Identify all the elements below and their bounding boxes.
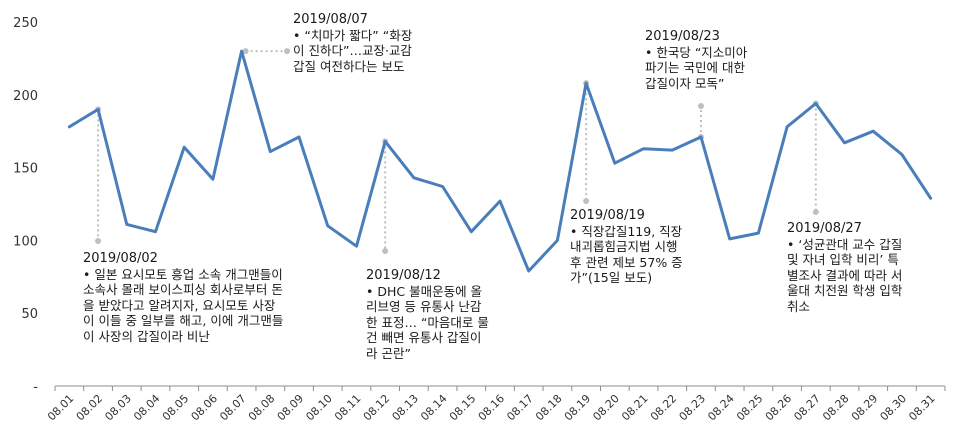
data-point bbox=[125, 223, 128, 226]
data-point bbox=[240, 50, 243, 53]
x-tick-label: 08.22 bbox=[648, 392, 679, 423]
x-tick-label: 08.21 bbox=[619, 392, 650, 423]
annotation-date: 2019/08/07 bbox=[293, 12, 368, 27]
annotation-dot bbox=[95, 238, 102, 244]
data-point bbox=[585, 82, 588, 85]
x-tick-label: 08.03 bbox=[102, 392, 133, 423]
annotation-date: 2019/08/27 bbox=[787, 221, 862, 236]
data-point bbox=[814, 102, 817, 105]
data-point bbox=[183, 146, 186, 149]
x-tick-label: 08.30 bbox=[878, 392, 909, 423]
y-tick-label: 100 bbox=[13, 234, 38, 249]
annotation-text: • 직장갑질119, 직장 내괴롭힘금지법 시행 후 관련 제보 57% 증 가… bbox=[570, 223, 683, 286]
data-point bbox=[556, 239, 559, 242]
series-line bbox=[67, 49, 933, 273]
annotation-date: 2019/08/02 bbox=[83, 251, 158, 266]
annotation-connectors bbox=[95, 48, 819, 254]
data-point bbox=[384, 140, 387, 143]
annotation-text: • 한국당 “지소미아 파기는 국민에 대한 갑질이자 모독” bbox=[645, 44, 748, 91]
data-point bbox=[671, 149, 674, 152]
data-point bbox=[613, 162, 616, 165]
x-tick-label: 08.26 bbox=[763, 392, 794, 423]
annotation-text: • “치마가 짧다” “화장 이 진하다”…교장·교감 갑질 여전하다는 보도 bbox=[293, 27, 413, 74]
data-point bbox=[786, 125, 789, 128]
x-tick-label: 08.07 bbox=[217, 392, 248, 423]
annotation-0823: 2019/08/23 • 한국당 “지소미아 파기는 국민에 대한 갑질이자 모… bbox=[645, 29, 747, 91]
x-tick-label: 08.20 bbox=[590, 392, 621, 423]
x-tick-label: 08.14 bbox=[418, 392, 449, 423]
annotation-0827: 2019/08/27 • ‘성균관대 교수 갑질 및 자녀 입학 비리’ 특 별… bbox=[787, 221, 902, 314]
annotation-dot bbox=[382, 248, 389, 254]
data-point bbox=[872, 130, 875, 133]
y-tick-label: 250 bbox=[13, 16, 38, 31]
x-tick-label: 08.27 bbox=[791, 392, 822, 423]
data-point bbox=[269, 150, 272, 153]
x-tick-label: 08.12 bbox=[361, 392, 392, 423]
annotation-date: 2019/08/19 bbox=[570, 208, 645, 223]
x-tick-label: 08.16 bbox=[476, 392, 507, 423]
x-axis: 08.0108.0208.0308.0408.0508.0608.0708.08… bbox=[45, 385, 946, 423]
data-point bbox=[68, 125, 71, 128]
x-tick-label: 08.29 bbox=[849, 392, 880, 423]
annotation-text: • DHC 불매운동에 올 리브영 등 유통사 난감 한 표정… “마음대로 물… bbox=[366, 283, 489, 361]
annotation-date: 2019/08/23 bbox=[645, 29, 720, 44]
data-point bbox=[900, 153, 903, 156]
annotation-dot bbox=[242, 48, 249, 55]
y-tick-label: 150 bbox=[13, 162, 38, 177]
x-tick-label: 08.02 bbox=[74, 392, 105, 423]
x-tick-label: 08.04 bbox=[131, 392, 162, 423]
x-tick-label: 08.17 bbox=[504, 392, 535, 423]
data-point bbox=[728, 237, 731, 240]
x-tick-label: 08.10 bbox=[303, 392, 334, 423]
annotation-text: • ‘성균관대 교수 갑질 및 자녀 입학 비리’ 특 별조사 결과에 따라 서… bbox=[787, 236, 903, 314]
data-point bbox=[97, 108, 100, 111]
data-point bbox=[642, 147, 645, 150]
annotation-dot bbox=[812, 209, 819, 215]
x-tick-label: 08.15 bbox=[447, 392, 478, 423]
data-point bbox=[470, 230, 473, 233]
y-tick-label: - bbox=[33, 380, 38, 395]
x-tick-label: 08.11 bbox=[332, 392, 363, 423]
y-axis: 250 200 150 100 50 - bbox=[13, 16, 38, 395]
data-point bbox=[326, 224, 329, 227]
x-tick-label: 08.19 bbox=[562, 392, 593, 423]
x-tick-label: 08.25 bbox=[734, 392, 765, 423]
data-point bbox=[355, 245, 358, 248]
x-tick-label: 08.09 bbox=[275, 392, 306, 423]
data-point bbox=[843, 141, 846, 144]
data-point bbox=[298, 136, 301, 139]
data-point bbox=[211, 178, 214, 181]
data-point bbox=[154, 230, 157, 233]
annotation-dot bbox=[583, 198, 590, 204]
data-point bbox=[499, 200, 502, 203]
annotation-text: • 일본 요시모토 흥업 소속 개그맨들이 소속사 몰래 보이스피싱 회사로부터… bbox=[83, 266, 284, 344]
annotation-dot bbox=[284, 48, 290, 55]
data-point bbox=[699, 136, 702, 139]
annotation-0819: 2019/08/19 • 직장갑질119, 직장 내괴롭힘금지법 시행 후 관련… bbox=[570, 208, 683, 286]
data-point bbox=[441, 185, 444, 188]
x-tick-label: 08.18 bbox=[533, 392, 564, 423]
annotation-date: 2019/08/12 bbox=[366, 268, 441, 283]
annotation-dot bbox=[697, 103, 704, 109]
series-layer bbox=[67, 49, 933, 273]
y-tick-label: 50 bbox=[21, 307, 38, 322]
data-point bbox=[527, 269, 530, 272]
annotation-0802: 2019/08/02 • 일본 요시모토 흥업 소속 개그맨들이 소속사 몰래 … bbox=[83, 251, 283, 344]
data-point bbox=[757, 232, 760, 235]
x-tick-label: 08.08 bbox=[246, 392, 277, 423]
x-tick-label: 08.23 bbox=[677, 392, 708, 423]
x-tick-label: 08.06 bbox=[189, 392, 220, 423]
x-tick-label: 08.13 bbox=[390, 392, 421, 423]
x-tick-label: 08.28 bbox=[820, 392, 851, 423]
data-point bbox=[929, 197, 932, 200]
annotation-0807: 2019/08/07 • “치마가 짧다” “화장 이 진하다”…교장·교감 갑… bbox=[293, 12, 412, 74]
x-tick-label: 08.24 bbox=[705, 392, 736, 423]
annotation-0812: 2019/08/12 • DHC 불매운동에 올 리브영 등 유통사 난감 한 … bbox=[366, 268, 489, 361]
x-tick-label: 08.01 bbox=[45, 392, 76, 423]
data-point bbox=[412, 176, 415, 179]
y-tick-label: 200 bbox=[13, 89, 38, 104]
x-tick-label: 08.31 bbox=[906, 392, 937, 423]
x-tick-label: 08.05 bbox=[160, 392, 191, 423]
